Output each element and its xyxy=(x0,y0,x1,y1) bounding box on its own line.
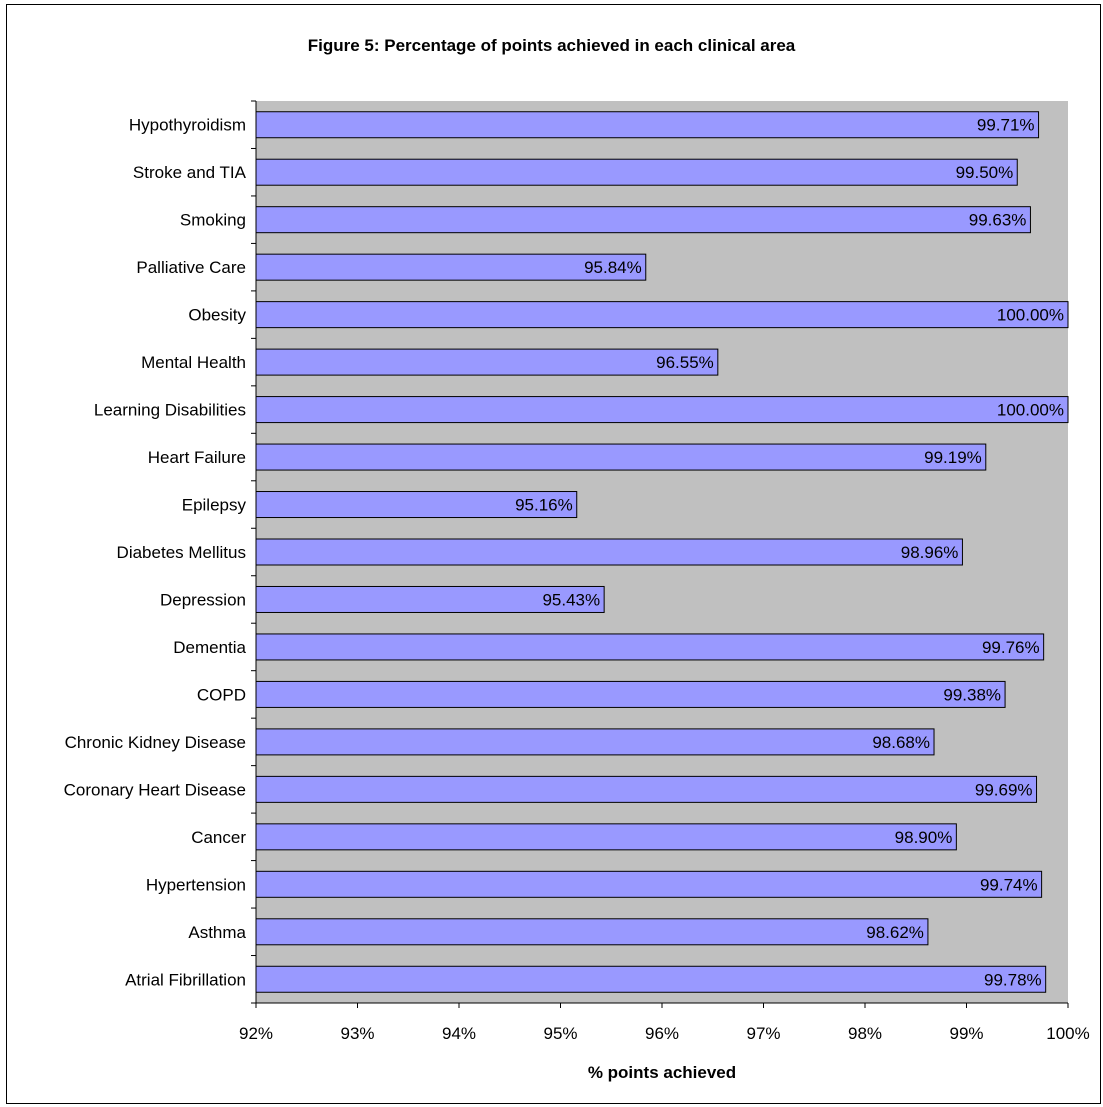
data-label: 99.63% xyxy=(969,211,1027,230)
data-label: 95.16% xyxy=(515,496,573,515)
category-label: Hypertension xyxy=(146,875,246,894)
bar xyxy=(255,680,1006,708)
data-label: 95.43% xyxy=(542,590,600,609)
data-label: 99.74% xyxy=(980,875,1038,894)
bar xyxy=(255,870,1043,898)
x-tick-label: 94% xyxy=(442,1024,476,1043)
bar xyxy=(255,823,957,851)
category-label: Dementia xyxy=(173,638,246,657)
category-label: Obesity xyxy=(188,306,246,325)
x-tick-label: 93% xyxy=(340,1024,374,1043)
data-label: 100.00% xyxy=(997,306,1064,325)
bar xyxy=(255,633,1045,661)
category-label: Epilepsy xyxy=(182,496,247,515)
category-label: Hypothyroidism xyxy=(129,116,246,135)
data-label: 99.71% xyxy=(977,116,1035,135)
data-label: 96.55% xyxy=(656,353,714,372)
category-label: Learning Disabilities xyxy=(94,401,246,420)
category-label: Palliative Care xyxy=(136,258,246,277)
category-label: Mental Health xyxy=(141,353,246,372)
category-label: Atrial Fibrillation xyxy=(125,970,246,989)
bar xyxy=(255,585,605,613)
bar xyxy=(255,728,935,756)
x-axis-title: % points achieved xyxy=(588,1063,736,1082)
bar xyxy=(255,301,1069,329)
category-label: Diabetes Mellitus xyxy=(117,543,246,562)
category-label: COPD xyxy=(197,685,246,704)
x-tick-label: 97% xyxy=(746,1024,780,1043)
bar xyxy=(255,111,1040,139)
data-label: 98.96% xyxy=(901,543,959,562)
data-label: 98.62% xyxy=(866,923,924,942)
category-label: Chronic Kidney Disease xyxy=(65,733,246,752)
category-label: Coronary Heart Disease xyxy=(64,780,246,799)
x-tick-label: 100% xyxy=(1046,1024,1089,1043)
category-label: Stroke and TIA xyxy=(133,163,247,182)
data-label: 98.68% xyxy=(872,733,930,752)
data-label: 99.69% xyxy=(975,780,1033,799)
category-label: Asthma xyxy=(188,923,246,942)
data-label: 95.84% xyxy=(584,258,642,277)
bar xyxy=(255,253,647,281)
bar xyxy=(255,396,1069,424)
data-label: 99.19% xyxy=(924,448,982,467)
data-label: 100.00% xyxy=(997,401,1064,420)
category-label: Cancer xyxy=(191,828,246,847)
bar xyxy=(255,158,1018,186)
category-label: Heart Failure xyxy=(148,448,246,467)
bar xyxy=(255,348,719,376)
category-label: Smoking xyxy=(180,211,246,230)
x-tick-label: 92% xyxy=(239,1024,273,1043)
x-tick-label: 96% xyxy=(645,1024,679,1043)
data-label: 99.50% xyxy=(956,163,1014,182)
bar xyxy=(255,965,1047,993)
bar xyxy=(255,443,987,471)
bar xyxy=(255,918,929,946)
bar xyxy=(255,775,1038,803)
bar xyxy=(255,206,1031,234)
bar xyxy=(255,538,963,566)
data-label: 98.90% xyxy=(895,828,953,847)
data-label: 99.78% xyxy=(984,970,1042,989)
data-label: 99.38% xyxy=(943,685,1001,704)
chart-title: Figure 5: Percentage of points achieved … xyxy=(307,36,796,55)
x-tick-label: 99% xyxy=(949,1024,983,1043)
category-label: Depression xyxy=(160,590,246,609)
x-tick-label: 95% xyxy=(543,1024,577,1043)
x-tick-label: 98% xyxy=(848,1024,882,1043)
data-label: 99.76% xyxy=(982,638,1040,657)
